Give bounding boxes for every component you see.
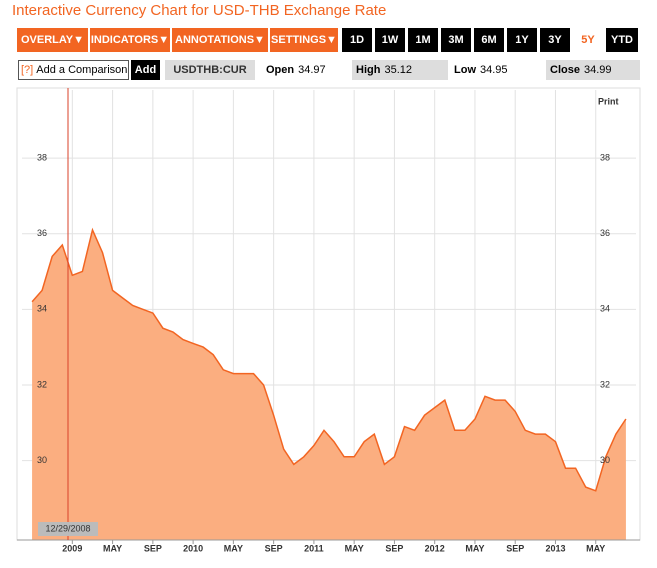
placeholder: Add a Comparison <box>36 64 128 76</box>
add-button[interactable]: Add <box>131 60 160 80</box>
stat-value: 34.95 <box>480 64 508 76</box>
x-tick-label: 2010 <box>183 543 203 553</box>
area <box>32 229 626 540</box>
y-tick-label: 30 <box>37 455 47 465</box>
x-tick-label: 2012 <box>425 543 445 553</box>
x-tick-label: SEP <box>265 543 283 553</box>
menu-button[interactable]: OVERLAY▼ <box>17 28 88 52</box>
crosshair-label-bg <box>38 522 98 536</box>
stat-label: Close <box>550 64 580 76</box>
stat-label: Low <box>454 64 476 76</box>
line <box>31 227 627 492</box>
stat: High 35.12 <box>352 60 448 80</box>
stat: Close 34.99 <box>546 60 640 80</box>
x-tick-label: 2011 <box>304 543 324 553</box>
y-tick-label: 32 <box>37 379 47 389</box>
crosshair-label: 12/29/2008 <box>45 523 90 533</box>
range-button[interactable]: 1D <box>342 28 372 52</box>
page-title: Interactive Currency Chart for USD-THB E… <box>12 2 387 19</box>
range-button[interactable]: 1Y <box>507 28 537 52</box>
x-tick-label: MAY <box>465 543 484 553</box>
y-tick-label: 32 <box>600 379 610 389</box>
y-tick-label: 30 <box>600 455 610 465</box>
range-button[interactable]: 1M <box>408 28 438 52</box>
y-tick-label: 34 <box>600 304 610 314</box>
x-tick-label: MAY <box>586 543 605 553</box>
range-button[interactable]: 1W <box>375 28 405 52</box>
range-button[interactable]: 3M <box>441 28 471 52</box>
stat: Open 34.97 <box>262 60 350 80</box>
range-button[interactable]: YTD <box>606 28 638 52</box>
x-tick-label: MAY <box>345 543 364 553</box>
y-tick-label: 36 <box>600 228 610 238</box>
range-button[interactable]: 3Y <box>540 28 570 52</box>
stat-label: Open <box>266 64 295 76</box>
stat: Low 34.95 <box>450 60 543 80</box>
x-tick-label: SEP <box>506 543 524 553</box>
ticker: USDTHB:CUR <box>165 60 255 80</box>
x-tick-label: 2009 <box>62 543 82 553</box>
range-button[interactable]: 5Y <box>573 28 603 52</box>
stat-value: 34.99 <box>583 64 612 76</box>
stat-value: 35.12 <box>384 64 412 76</box>
x-tick-label: 2013 <box>545 543 565 553</box>
comparison-input[interactable]: [?] Add a Comparison <box>18 60 129 80</box>
x-tick-label: SEP <box>144 543 162 553</box>
stat-value: 34.97 <box>298 64 326 76</box>
x-tick-label: SEP <box>385 543 403 553</box>
y-tick-label: 38 <box>37 152 47 162</box>
menu-button[interactable]: INDICATORS▼ <box>90 28 170 52</box>
menu-button[interactable]: SETTINGS▼ <box>270 28 338 52</box>
menu-button[interactable]: ANNOTATIONS▼ <box>172 28 268 52</box>
stat-label: High <box>356 64 381 76</box>
x-tick-label: MAY <box>103 543 122 553</box>
help-icon[interactable]: [?] <box>21 64 34 76</box>
range-button[interactable]: 6M <box>474 28 504 52</box>
y-tick-label: 34 <box>37 304 47 314</box>
print-button[interactable]: Print <box>598 96 619 106</box>
x-tick-label: MAY <box>224 543 243 553</box>
y-tick-label: 36 <box>37 228 47 238</box>
y-tick-label: 38 <box>600 152 610 162</box>
